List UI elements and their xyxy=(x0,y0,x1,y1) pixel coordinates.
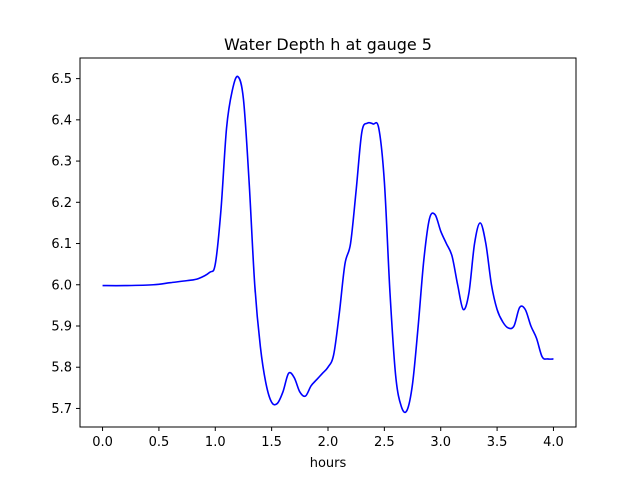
y-tick-label: 6.2 xyxy=(51,196,72,211)
x-tick-label: 1.5 xyxy=(261,435,282,450)
x-axis-ticks: 0.0 0.5 1.0 1.5 2.0 2.5 3.0 3.5 4.0 xyxy=(92,427,564,450)
x-tick-label: 2.0 xyxy=(318,435,339,450)
axes-frame xyxy=(79,57,577,428)
x-tick-label: 0.0 xyxy=(92,435,113,450)
x-tick-label: 4.0 xyxy=(543,435,564,450)
x-axis-label: hours xyxy=(310,456,347,471)
x-tick-label: 2.5 xyxy=(374,435,395,450)
chart-title: Water Depth h at gauge 5 xyxy=(224,35,432,54)
y-tick-label: 6.5 xyxy=(51,72,72,87)
x-tick-label: 3.0 xyxy=(430,435,451,450)
y-tick-label: 6.0 xyxy=(51,278,72,293)
x-tick-label: 3.5 xyxy=(487,435,508,450)
y-tick-label: 6.4 xyxy=(51,113,72,128)
y-tick-label: 5.7 xyxy=(51,402,72,417)
y-tick-label: 6.1 xyxy=(51,237,72,252)
y-tick-label: 6.3 xyxy=(51,155,72,170)
y-tick-label: 5.9 xyxy=(51,319,72,334)
x-tick-label: 1.0 xyxy=(205,435,226,450)
y-axis-ticks: 5.7 5.8 5.9 6.0 6.1 6.2 6.3 6.4 6.5 xyxy=(51,72,80,417)
plot-area xyxy=(79,57,577,428)
x-tick-label: 0.5 xyxy=(149,435,170,450)
y-tick-label: 5.8 xyxy=(51,361,72,376)
series-line-0 xyxy=(102,75,554,414)
